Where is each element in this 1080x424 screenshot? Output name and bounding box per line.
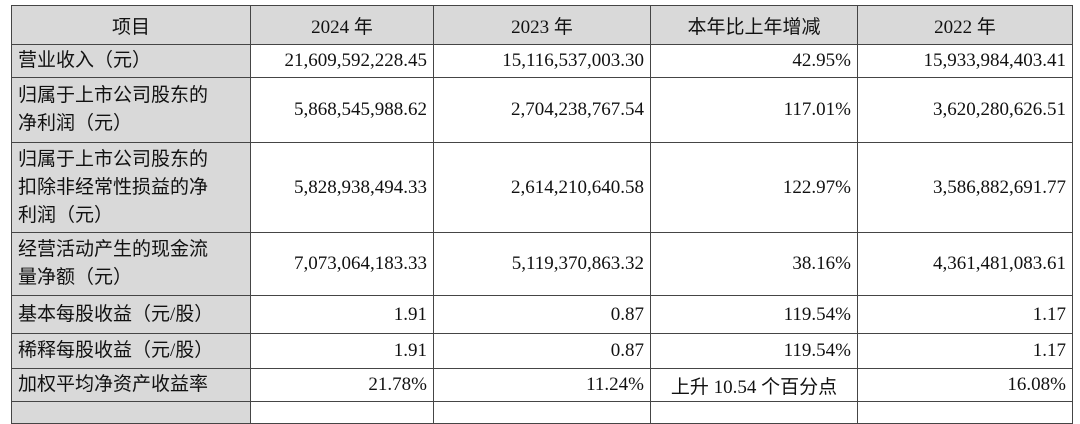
table-cell: 0.87 xyxy=(433,295,651,334)
table-cell: 15,116,537,003.30 xyxy=(433,44,651,78)
table-cell xyxy=(433,401,651,424)
table-cell: 119.54% xyxy=(650,333,858,369)
table-cell: 117.01% xyxy=(650,77,858,143)
table-cell xyxy=(857,401,1073,424)
header-row: 项目 2024 年 2023 年 本年比上年增减 2022 年 xyxy=(11,5,1073,45)
row-label: 加权平均净资产收益率 xyxy=(11,368,251,402)
table-cell: 42.95% xyxy=(650,44,858,78)
table-row-operating-cash-flow: 经营活动产生的现金流 量净额（元） 7,073,064,183.33 5,119… xyxy=(11,232,1073,296)
table-cell: 3,586,882,691.77 xyxy=(857,142,1073,233)
table-row-net-profit-excl-nonrecurring: 归属于上市公司股东的 扣除非经常性损益的净 利润（元） 5,828,938,49… xyxy=(11,142,1073,233)
row-label: 稀释每股收益（元/股） xyxy=(11,333,251,369)
table-cell xyxy=(250,401,434,424)
row-label: 经营活动产生的现金流 量净额（元） xyxy=(11,232,251,296)
table-cell: 16.08% xyxy=(857,368,1073,402)
table-row-net-profit: 归属于上市公司股东的 净利润（元） 5,868,545,988.62 2,704… xyxy=(11,77,1073,143)
table-row-basic-eps: 基本每股收益（元/股） 1.91 0.87 119.54% 1.17 xyxy=(11,295,1073,334)
row-label: 基本每股收益（元/股） xyxy=(11,295,251,334)
table-row-clipped xyxy=(11,401,1073,424)
column-header-2023: 2023 年 xyxy=(433,5,651,45)
table-cell: 122.97% xyxy=(650,142,858,233)
row-label: 归属于上市公司股东的 净利润（元） xyxy=(11,77,251,143)
table-cell: 5,119,370,863.32 xyxy=(433,232,651,296)
table-cell: 5,868,545,988.62 xyxy=(250,77,434,143)
table-cell: 119.54% xyxy=(650,295,858,334)
table-cell: 3,620,280,626.51 xyxy=(857,77,1073,143)
table-cell: 21,609,592,228.45 xyxy=(250,44,434,78)
table-row-weighted-avg-roe: 加权平均净资产收益率 21.78% 11.24% 上升 10.54 个百分点 1… xyxy=(11,368,1073,402)
column-header-item: 项目 xyxy=(11,5,251,45)
table-cell: 21.78% xyxy=(250,368,434,402)
financial-summary-table: 项目 2024 年 2023 年 本年比上年增减 2022 年 营业收入（元） … xyxy=(11,5,1073,424)
key-financials-table: 项目 2024 年 2023 年 本年比上年增减 2022 年 营业收入（元） … xyxy=(11,5,1073,424)
column-header-2022: 2022 年 xyxy=(857,5,1073,45)
table-row-revenue: 营业收入（元） 21,609,592,228.45 15,116,537,003… xyxy=(11,44,1073,78)
table-cell: 4,361,481,083.61 xyxy=(857,232,1073,296)
column-header-2024: 2024 年 xyxy=(250,5,434,45)
table-cell: 0.87 xyxy=(433,333,651,369)
table-cell: 1.91 xyxy=(250,333,434,369)
table-cell: 上升 10.54 个百分点 xyxy=(650,368,858,402)
table-cell: 38.16% xyxy=(650,232,858,296)
table-cell: 1.17 xyxy=(857,333,1073,369)
row-label xyxy=(11,401,251,424)
table-cell: 2,704,238,767.54 xyxy=(433,77,651,143)
table-cell: 5,828,938,494.33 xyxy=(250,142,434,233)
column-header-change: 本年比上年增减 xyxy=(650,5,858,45)
table-cell: 7,073,064,183.33 xyxy=(250,232,434,296)
table-cell: 11.24% xyxy=(433,368,651,402)
table-cell xyxy=(650,401,858,424)
row-label: 营业收入（元） xyxy=(11,44,251,78)
table-cell: 1.91 xyxy=(250,295,434,334)
table-row-diluted-eps: 稀释每股收益（元/股） 1.91 0.87 119.54% 1.17 xyxy=(11,333,1073,369)
table-cell: 2,614,210,640.58 xyxy=(433,142,651,233)
row-label: 归属于上市公司股东的 扣除非经常性损益的净 利润（元） xyxy=(11,142,251,233)
table-cell: 1.17 xyxy=(857,295,1073,334)
table-cell: 15,933,984,403.41 xyxy=(857,44,1073,78)
